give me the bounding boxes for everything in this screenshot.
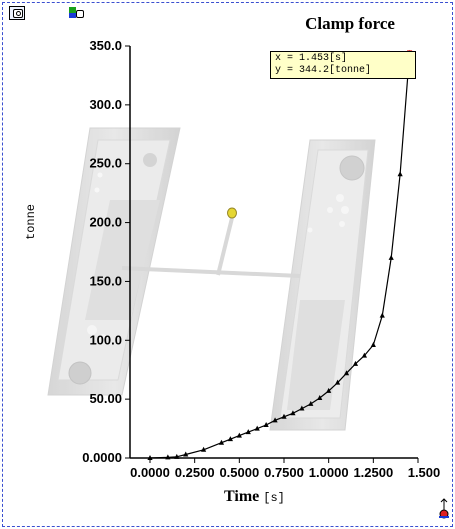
y-tick-label: 50.00 [89, 391, 122, 406]
x-tick-label: 0.0000 [130, 465, 170, 480]
tooltip-y-value: y = 344.2[tonne] [275, 65, 372, 76]
data-point-marker[interactable] [335, 379, 341, 385]
tooltip-x-value: x = 1.453[s] [275, 53, 348, 64]
y-axis-ticks: 0.0000 50.00 100.0 150.0 200.0 250.0 300.0 350.… [82, 38, 130, 465]
data-point-marker[interactable] [397, 171, 403, 177]
y-axis-label: tonne [24, 203, 38, 240]
data-point-marker[interactable] [326, 387, 332, 393]
data-point-marker[interactable] [379, 312, 385, 318]
data-point-marker[interactable] [281, 413, 287, 419]
x-tick-label: 1.500 [408, 465, 441, 480]
mold-model-image [47, 127, 376, 431]
camera-icon[interactable] [9, 6, 25, 20]
data-point-marker[interactable] [245, 429, 251, 435]
x-axis-ticks: 0.0000 0.2500 0.5000 0.7500 1.0000 1.2500 1.50… [130, 458, 440, 480]
y-tick-label: 300.0 [89, 97, 122, 112]
data-point-marker[interactable] [290, 410, 296, 416]
x-axis-unit: [s] [263, 491, 285, 505]
data-point-marker[interactable] [272, 417, 278, 423]
y-tick-label: 150.0 [89, 273, 122, 288]
data-point-marker[interactable] [361, 352, 367, 358]
data-point-marker[interactable] [183, 451, 189, 457]
data-point-marker[interactable] [201, 446, 207, 452]
x-tick-label: 0.2500 [175, 465, 215, 480]
data-point-marker[interactable] [263, 422, 269, 428]
y-tick-label: 200.0 [89, 215, 122, 230]
data-point-marker[interactable] [218, 439, 225, 445]
probe-cursor-icon[interactable] [437, 497, 451, 519]
x-tick-label: 1.0000 [309, 465, 349, 480]
data-point-marker[interactable] [165, 454, 171, 460]
data-point-marker[interactable] [317, 394, 323, 400]
chart-title: Clamp force [305, 14, 395, 33]
data-point-tooltip: x = 1.453[s] y = 344.2[tonne] [270, 51, 416, 79]
data-point-marker[interactable] [174, 453, 180, 459]
x-tick-label: 0.7500 [264, 465, 304, 480]
data-point-marker[interactable] [308, 400, 314, 406]
data-point-marker[interactable] [254, 425, 260, 431]
data-point-marker[interactable] [388, 254, 394, 260]
layers-icon[interactable] [69, 6, 85, 20]
x-axis-label: Time [s] [224, 488, 285, 506]
x-tick-label: 0.5000 [219, 465, 259, 480]
y-tick-label: 350.0 [89, 38, 122, 53]
data-point-marker[interactable] [299, 405, 305, 411]
axes [129, 46, 418, 459]
x-tick-label: 1.2500 [353, 465, 393, 480]
data-point-marker[interactable] [352, 360, 359, 366]
data-point-marker[interactable] [343, 370, 350, 376]
y-tick-label: 0.0000 [82, 450, 122, 465]
data-point-marker[interactable] [370, 341, 376, 347]
y-tick-label: 100.0 [89, 332, 122, 347]
data-point-marker[interactable] [147, 455, 153, 460]
data-point-marker[interactable] [227, 436, 233, 442]
x-axis-title: Time [224, 488, 260, 505]
y-tick-label: 250.0 [89, 156, 122, 171]
data-point-marker[interactable] [236, 432, 242, 438]
